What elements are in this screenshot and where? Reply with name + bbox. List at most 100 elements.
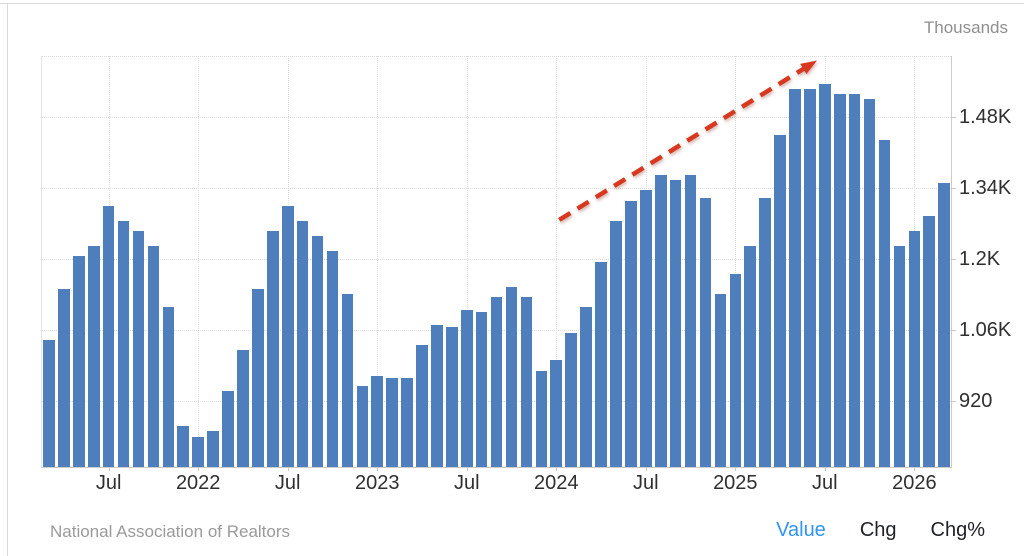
gridline-vertical [556,56,558,467]
bar[interactable] [117,220,130,467]
window-top-border [0,3,1024,4]
bar[interactable] [58,289,70,467]
bar[interactable] [267,231,279,467]
y-axis-label: 1.48K [959,105,1012,128]
bar[interactable] [371,375,384,467]
bar[interactable] [311,236,324,467]
bar[interactable] [326,251,339,467]
source-attribution: National Association of Realtors [50,522,291,541]
x-axis-tick [466,467,468,471]
bar[interactable] [252,289,264,467]
x-axis-label: 2023 [354,472,400,494]
bar[interactable] [222,390,234,467]
bar[interactable] [356,385,369,467]
x-axis-label: 2026 [892,472,937,494]
bar[interactable] [73,256,85,467]
tab-value[interactable]: Value [776,519,826,541]
x-axis-label: Jul [95,472,122,494]
tab-chg[interactable]: Chg [859,519,897,541]
bar[interactable] [878,139,891,467]
x-axis-label: Jul [453,472,480,494]
bar[interactable] [833,94,846,467]
x-axis-tick [198,467,200,471]
bar[interactable] [416,345,428,467]
x-axis-label: 2022 [175,472,221,494]
bar[interactable] [625,200,637,467]
bar[interactable] [237,350,249,467]
bar[interactable] [744,246,757,467]
x-axis-label: 2024 [534,472,579,494]
bar[interactable] [893,246,906,467]
plot-left-border [41,56,42,467]
tab-chg-percent[interactable]: Chg% [930,519,985,541]
bar[interactable] [804,88,816,467]
bar[interactable] [565,332,577,467]
bar[interactable] [684,175,697,467]
bar[interactable] [87,246,100,467]
bar[interactable] [431,324,443,467]
x-axis-tick [377,467,379,471]
bar[interactable] [460,309,473,467]
y-axis-tick [951,258,956,260]
x-axis-label: Jul [274,472,301,494]
bar[interactable] [386,378,398,467]
bar[interactable] [774,134,786,467]
x-axis-tick [914,467,916,471]
bar[interactable] [177,426,190,467]
bar[interactable] [610,220,622,467]
bar[interactable] [819,83,831,467]
bar[interactable] [848,94,861,467]
bar[interactable] [669,180,682,467]
bar[interactable] [147,246,160,467]
plot-top-border [41,56,951,57]
bar[interactable] [192,436,204,467]
bar[interactable] [490,297,503,467]
x-axis-label: Jul [633,472,659,494]
y-axis-label: 1.2K [959,247,1001,270]
bar[interactable] [475,312,488,467]
bar[interactable] [550,360,563,467]
footer-tabs: Value Chg Chg% [776,519,985,542]
bar[interactable] [789,88,801,467]
bar[interactable] [595,261,607,467]
bar[interactable] [759,198,771,467]
window-left-border [7,3,8,556]
bar[interactable] [535,370,548,467]
x-axis-label: Jul [812,472,838,494]
bar[interactable] [729,274,742,467]
bar[interactable] [699,198,712,467]
bar[interactable] [505,286,518,467]
bar[interactable] [132,231,145,467]
bar[interactable] [640,190,652,467]
bar[interactable] [520,297,533,467]
bar[interactable] [341,294,354,467]
x-axis-tick [287,467,289,471]
x-axis-label: 2025 [713,472,758,494]
bar[interactable] [714,294,727,467]
bar[interactable] [938,182,950,467]
x-axis-tick [108,467,110,471]
bar[interactable] [446,327,458,467]
bar[interactable] [281,205,294,467]
bar[interactable] [654,175,667,467]
bar[interactable] [580,307,592,467]
gridline-vertical [466,56,468,467]
x-axis-tick [735,467,737,471]
bar[interactable] [923,215,936,467]
y-axis-tick [951,330,956,331]
y-axis-line [951,56,952,467]
bar[interactable] [908,231,921,467]
bar[interactable] [102,205,115,467]
y-axis-tick [951,187,956,189]
bar[interactable] [162,307,175,467]
gridline-horizontal [41,187,951,189]
x-axis-tick [824,467,826,471]
bar[interactable] [863,99,876,467]
bar[interactable] [401,378,413,467]
x-axis-tick [645,467,647,471]
bar[interactable] [43,340,55,467]
bar[interactable] [296,220,309,467]
bar[interactable] [207,431,219,467]
